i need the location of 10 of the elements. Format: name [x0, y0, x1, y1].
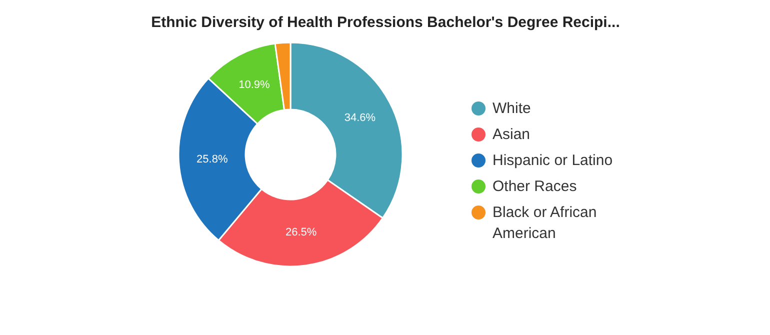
data-label: 26.5% [285, 226, 317, 238]
legend-label: Hispanic or Latino [492, 152, 613, 169]
chart-title: Ethnic Diversity of Health Professions Bachelor's Degree Recipi... [151, 14, 620, 31]
legend-label: Asian [492, 126, 530, 143]
legend-label: Black or African American [492, 204, 597, 242]
data-label: 25.8% [196, 153, 228, 166]
legend-label: Other Races [492, 178, 577, 195]
legend-label: White [492, 100, 531, 117]
data-label: 34.6% [344, 112, 376, 124]
data-label: 10.9% [238, 78, 270, 91]
